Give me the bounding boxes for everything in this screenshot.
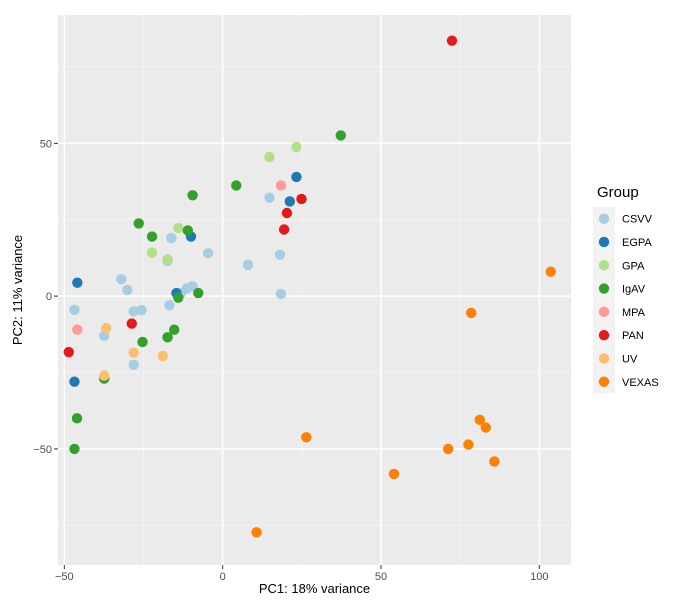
point-csvv [116, 274, 127, 285]
legend-label-vexas: VEXAS [622, 377, 659, 389]
point-csvv [166, 232, 177, 244]
point-pan [296, 193, 307, 205]
x-tick-label: 0 [220, 571, 226, 583]
point-igav [335, 130, 346, 141]
point-gpa [146, 247, 158, 258]
legend-key-pan [598, 329, 610, 341]
point-vexas [463, 439, 474, 450]
legend: Group CSVV EGPA GPA IgAV MPA PAN UV VEXAS [593, 184, 659, 394]
point-uv [99, 370, 110, 381]
point-igav [169, 324, 180, 335]
x-tick-label: −50 [55, 571, 74, 583]
point-pan [278, 224, 290, 235]
point-igav [71, 413, 83, 424]
x-tick-label: 50 [375, 571, 387, 583]
point-egpa [291, 171, 302, 183]
point-igav [231, 180, 242, 191]
legend-key-csvv [598, 213, 610, 224]
point-vexas [489, 456, 500, 467]
point-igav [162, 332, 173, 343]
legend-key-background [593, 207, 615, 394]
y-tick-label: −50 [33, 444, 52, 456]
point-csvv [242, 259, 254, 271]
legend-label-gpa: GPA [622, 260, 645, 272]
x-axis-ticks: −50 0 50 100 [55, 565, 549, 583]
y-tick-label: 50 [40, 138, 52, 150]
legend-label-mpa: MPA [622, 307, 646, 319]
point-csvv [202, 248, 214, 259]
x-axis-title: PC1: 18% variance [259, 581, 370, 596]
point-pan [446, 35, 458, 46]
point-gpa [162, 254, 173, 265]
minor-gridlines [58, 15, 571, 565]
legend-key-mpa [598, 306, 610, 318]
point-vexas [442, 443, 454, 455]
point-csvv [264, 192, 275, 203]
point-vexas [388, 468, 400, 480]
point-pan [281, 207, 293, 219]
point-egpa [69, 376, 80, 387]
legend-title: Group [597, 184, 639, 201]
point-csvv [128, 306, 139, 317]
major-gridlines [58, 15, 571, 565]
point-igav [193, 287, 204, 299]
legend-label-csvv: CSVV [622, 214, 653, 226]
legend-key-gpa [598, 260, 610, 271]
point-igav [137, 336, 148, 348]
point-vexas [480, 422, 492, 433]
point-vexas [301, 432, 312, 443]
point-igav [133, 218, 144, 229]
point-csvv [69, 304, 80, 316]
point-uv [100, 322, 112, 334]
point-igav [146, 231, 158, 242]
point-gpa [173, 222, 184, 234]
point-vexas [545, 266, 556, 277]
legend-label-igav: IgAV [622, 284, 646, 296]
y-tick-label: 0 [46, 291, 52, 303]
point-vexas [251, 527, 262, 538]
point-gpa [264, 151, 275, 163]
point-csvv [136, 304, 147, 316]
point-csvv [274, 249, 286, 261]
point-uv [157, 350, 169, 362]
point-vexas [466, 307, 477, 319]
legend-key-egpa [598, 236, 610, 248]
point-csvv [128, 359, 139, 371]
point-igav [187, 190, 198, 201]
point-pan [126, 318, 137, 329]
point-csvv [275, 288, 287, 300]
point-uv [128, 347, 139, 358]
point-igav [173, 292, 184, 303]
point-egpa [72, 277, 83, 288]
legend-key-igav [598, 283, 610, 294]
point-igav [182, 225, 194, 236]
point-egpa [284, 196, 295, 207]
legend-label-egpa: EGPA [622, 237, 652, 249]
legend-label-uv: UV [622, 353, 638, 365]
x-tick-label: 100 [530, 571, 548, 583]
legend-key-vexas [598, 376, 610, 387]
point-vexas [474, 414, 485, 426]
legend-label-pan: PAN [622, 330, 644, 342]
point-mpa [275, 180, 287, 191]
plot-panel [58, 15, 571, 565]
point-igav [69, 443, 80, 455]
y-axis-ticks: −50 0 50 [33, 138, 58, 456]
data-points [63, 35, 556, 538]
y-axis-title: PC2: 11% variance [10, 235, 25, 345]
legend-key-uv [598, 353, 610, 364]
point-mpa [72, 324, 83, 335]
point-csvv [164, 300, 175, 311]
point-csvv [122, 284, 133, 296]
point-gpa [291, 141, 302, 153]
point-pan [63, 346, 74, 358]
